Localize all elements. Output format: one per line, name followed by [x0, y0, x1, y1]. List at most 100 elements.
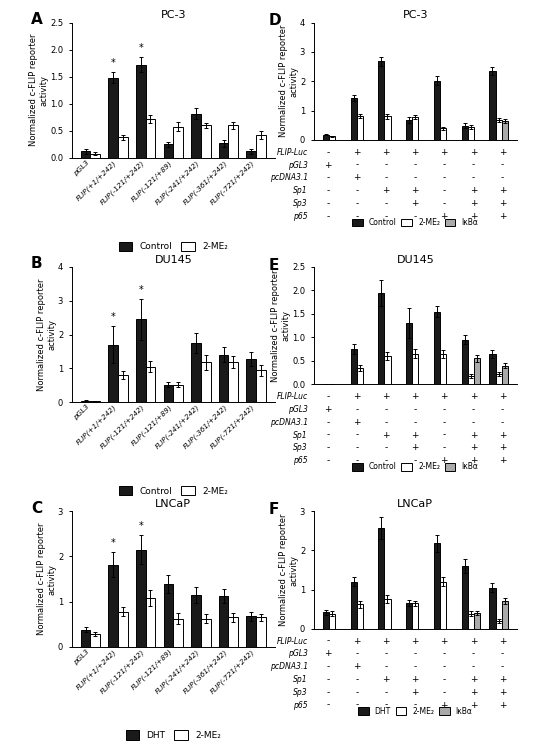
Text: p65: p65: [293, 212, 308, 220]
Bar: [173, 619, 183, 647]
Text: +: +: [411, 393, 419, 401]
Bar: [502, 121, 508, 140]
Text: -: -: [384, 418, 388, 426]
Text: p65: p65: [293, 456, 308, 465]
Bar: [490, 587, 496, 629]
Bar: [163, 144, 173, 158]
Bar: [256, 135, 266, 158]
Text: +: +: [411, 637, 419, 645]
Bar: [173, 126, 183, 158]
Bar: [474, 359, 480, 384]
Title: DU145: DU145: [397, 255, 434, 265]
Text: +: +: [353, 393, 361, 401]
Text: +: +: [499, 456, 506, 465]
Bar: [256, 370, 266, 402]
Bar: [108, 344, 118, 402]
Text: +: +: [382, 186, 390, 195]
Text: -: -: [384, 650, 388, 658]
Text: -: -: [472, 174, 475, 182]
Bar: [434, 544, 440, 629]
Text: -: -: [414, 456, 417, 465]
Text: -: -: [501, 405, 504, 414]
Y-axis label: Normalized c-FLIP reporter
activity: Normalized c-FLIP reporter activity: [271, 269, 290, 382]
Text: Sp1: Sp1: [293, 431, 308, 439]
Text: -: -: [443, 161, 446, 169]
Y-axis label: Normalized c-FLIP reporter
activity: Normalized c-FLIP reporter activity: [279, 514, 299, 626]
Bar: [228, 362, 238, 402]
Bar: [490, 353, 496, 384]
Legend: DHT, 2-ME₂, IκBα: DHT, 2-ME₂, IκBα: [355, 704, 476, 719]
Text: -: -: [326, 199, 329, 208]
Text: -: -: [326, 663, 329, 671]
Text: +: +: [324, 161, 332, 169]
Text: pGL3: pGL3: [288, 650, 308, 658]
Text: -: -: [326, 393, 329, 401]
Bar: [108, 77, 118, 158]
Text: +: +: [470, 393, 477, 401]
Text: -: -: [355, 650, 359, 658]
Text: -: -: [326, 174, 329, 182]
Bar: [468, 376, 474, 384]
Bar: [191, 343, 201, 402]
Text: -: -: [355, 161, 359, 169]
Text: E: E: [269, 258, 279, 272]
Bar: [406, 120, 412, 140]
Text: +: +: [382, 393, 390, 401]
Title: PC-3: PC-3: [403, 11, 428, 20]
Text: -: -: [355, 456, 359, 465]
Text: -: -: [414, 663, 417, 671]
Bar: [118, 611, 128, 647]
Y-axis label: Normalized c-FLIP reporter
activity: Normalized c-FLIP reporter activity: [37, 278, 57, 391]
Text: pGL3: pGL3: [288, 405, 308, 414]
Text: +: +: [499, 148, 506, 156]
Text: -: -: [443, 688, 446, 696]
Text: -: -: [384, 161, 388, 169]
Text: Sp1: Sp1: [293, 675, 308, 684]
Text: +: +: [470, 701, 477, 709]
Text: -: -: [384, 174, 388, 182]
Bar: [219, 144, 228, 158]
Bar: [118, 374, 128, 402]
Bar: [146, 367, 155, 402]
Bar: [406, 323, 412, 384]
Text: -: -: [326, 675, 329, 684]
Text: +: +: [324, 650, 332, 658]
Text: -: -: [384, 405, 388, 414]
Text: -: -: [501, 161, 504, 169]
Text: -: -: [414, 418, 417, 426]
Text: +: +: [499, 186, 506, 195]
Text: +: +: [382, 431, 390, 439]
Bar: [256, 617, 266, 647]
Bar: [146, 119, 155, 158]
Y-axis label: Normalized c-FLIP reporter
activity: Normalized c-FLIP reporter activity: [29, 34, 48, 147]
Bar: [90, 153, 100, 158]
Bar: [136, 320, 146, 402]
Text: -: -: [326, 418, 329, 426]
Text: -: -: [501, 174, 504, 182]
Y-axis label: Normalized c-FLIP reporter
activity: Normalized c-FLIP reporter activity: [37, 523, 57, 635]
Title: DU145: DU145: [155, 255, 192, 265]
Text: -: -: [326, 431, 329, 439]
Text: +: +: [353, 174, 361, 182]
Text: FLIP-Luc: FLIP-Luc: [277, 148, 308, 156]
Bar: [412, 353, 419, 384]
Text: -: -: [501, 663, 504, 671]
Text: -: -: [326, 444, 329, 452]
Text: +: +: [499, 637, 506, 645]
Text: -: -: [414, 405, 417, 414]
Text: *: *: [139, 521, 143, 531]
Bar: [81, 629, 90, 647]
Text: +: +: [411, 688, 419, 696]
Text: -: -: [384, 663, 388, 671]
Text: -: -: [443, 431, 446, 439]
Bar: [323, 135, 329, 140]
Text: -: -: [443, 405, 446, 414]
Bar: [246, 359, 256, 402]
Text: -: -: [355, 186, 359, 195]
Text: +: +: [353, 637, 361, 645]
Text: -: -: [443, 650, 446, 658]
Bar: [228, 617, 238, 647]
Bar: [356, 368, 363, 384]
Text: +: +: [382, 675, 390, 684]
Text: -: -: [355, 405, 359, 414]
